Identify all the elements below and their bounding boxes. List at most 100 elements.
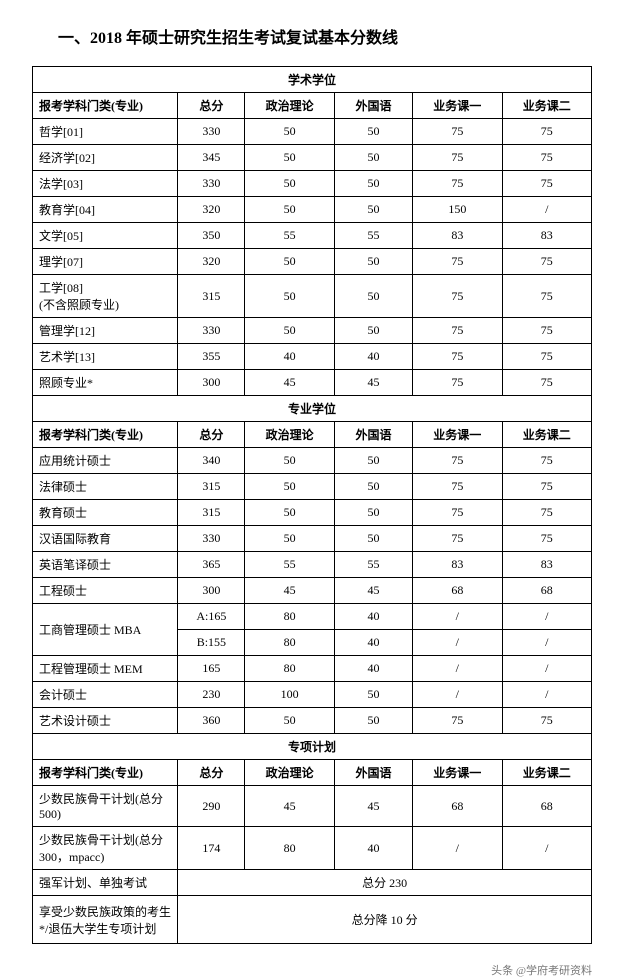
cell: 83	[413, 223, 502, 249]
table-row: 经济学[02]34550507575	[33, 145, 592, 171]
table-row: 艺术设计硕士36050507575	[33, 708, 592, 734]
table-row: 汉语国际教育33050507575	[33, 526, 592, 552]
cell: 230	[178, 682, 245, 708]
cell: 83	[502, 552, 591, 578]
row-span-value: 总分 230	[178, 870, 592, 896]
cell: 50	[334, 275, 412, 318]
row-subject: 法学[03]	[33, 171, 178, 197]
cell: 100	[245, 682, 334, 708]
cell: 75	[413, 474, 502, 500]
row-subject: 享受少数民族政策的考生*/退伍大学生专项计划	[33, 896, 178, 944]
cell: 50	[245, 474, 334, 500]
section-header: 专项计划	[33, 734, 592, 760]
cell: /	[502, 682, 591, 708]
cell: 75	[413, 344, 502, 370]
cell: 50	[245, 171, 334, 197]
cell: 50	[245, 249, 334, 275]
cell: /	[413, 604, 502, 630]
table-row: 少数民族骨干计划(总分 300，mpacc)1748040//	[33, 827, 592, 870]
cell: 80	[245, 604, 334, 630]
col-header: 业务课二	[502, 760, 591, 786]
table-row: 享受少数民族政策的考生*/退伍大学生专项计划总分降 10 分	[33, 896, 592, 944]
row-subject: 汉语国际教育	[33, 526, 178, 552]
row-subject: 会计硕士	[33, 682, 178, 708]
cell: 40	[334, 604, 412, 630]
section-header: 专业学位	[33, 396, 592, 422]
cell: 68	[502, 786, 591, 827]
footer-credit: 头条 @学府考研资料	[0, 952, 624, 978]
col-header: 报考学科门类(专业)	[33, 760, 178, 786]
row-subject: 管理学[12]	[33, 318, 178, 344]
cell: 50	[334, 145, 412, 171]
table-row: 工商管理硕士 MBAA:1658040//	[33, 604, 592, 630]
cell: 68	[413, 578, 502, 604]
row-subject: 应用统计硕士	[33, 448, 178, 474]
row-subject: 强军计划、单独考试	[33, 870, 178, 896]
cell: 50	[334, 526, 412, 552]
cell: 75	[413, 275, 502, 318]
cell: 68	[413, 786, 502, 827]
row-subject: 英语笔译硕士	[33, 552, 178, 578]
cell: 75	[413, 526, 502, 552]
row-subject: 少数民族骨干计划(总分 300，mpacc)	[33, 827, 178, 870]
cell: 300	[178, 578, 245, 604]
cell: 50	[334, 171, 412, 197]
row-subject: 法律硕士	[33, 474, 178, 500]
table-row: 教育硕士31550507575	[33, 500, 592, 526]
cell: 50	[334, 708, 412, 734]
cell: 75	[413, 171, 502, 197]
cell: 45	[334, 370, 412, 396]
cell: 45	[334, 578, 412, 604]
row-span-value: 总分降 10 分	[178, 896, 592, 944]
cell: 300	[178, 370, 245, 396]
cell: 50	[245, 318, 334, 344]
col-header: 报考学科门类(专业)	[33, 422, 178, 448]
cell: 75	[502, 145, 591, 171]
cell: 55	[334, 223, 412, 249]
cell: 75	[413, 708, 502, 734]
table-row: 会计硕士23010050//	[33, 682, 592, 708]
cell: 50	[334, 474, 412, 500]
cell: 345	[178, 145, 245, 171]
col-header: 业务课一	[413, 760, 502, 786]
table-row: 工程管理硕士 MEM1658040//	[33, 656, 592, 682]
row-subject: 文学[05]	[33, 223, 178, 249]
cell: 45	[245, 370, 334, 396]
row-subject: 理学[07]	[33, 249, 178, 275]
cell: 174	[178, 827, 245, 870]
table-row: 工学[08](不含照顾专业)31550507575	[33, 275, 592, 318]
table-row: 哲学[01]33050507575	[33, 119, 592, 145]
cell: 75	[502, 318, 591, 344]
cell: 40	[334, 344, 412, 370]
row-subject: 教育硕士	[33, 500, 178, 526]
col-header: 总分	[178, 422, 245, 448]
col-header: 总分	[178, 93, 245, 119]
cell: 75	[502, 344, 591, 370]
cell: 75	[413, 249, 502, 275]
row-subject: 照顾专业*	[33, 370, 178, 396]
cell: 75	[413, 448, 502, 474]
cell: 80	[245, 827, 334, 870]
table-row: 少数民族骨干计划(总分 500)29045456868	[33, 786, 592, 827]
cell: /	[502, 827, 591, 870]
table-row: 工程硕士30045456868	[33, 578, 592, 604]
cell: 45	[245, 578, 334, 604]
cell: 75	[413, 370, 502, 396]
cell: 40	[334, 827, 412, 870]
cell: 75	[502, 526, 591, 552]
cell: 83	[502, 223, 591, 249]
cell: /	[413, 656, 502, 682]
cell: 350	[178, 223, 245, 249]
row-subject: 艺术学[13]	[33, 344, 178, 370]
cell: /	[502, 630, 591, 656]
col-header: 业务课一	[413, 93, 502, 119]
cell: 330	[178, 526, 245, 552]
row-subject: 经济学[02]	[33, 145, 178, 171]
cell: 55	[245, 223, 334, 249]
cell: 45	[245, 786, 334, 827]
cell: 165	[178, 656, 245, 682]
row-subject: 艺术设计硕士	[33, 708, 178, 734]
cell: 320	[178, 249, 245, 275]
col-header: 外国语	[334, 760, 412, 786]
cell: /	[413, 630, 502, 656]
